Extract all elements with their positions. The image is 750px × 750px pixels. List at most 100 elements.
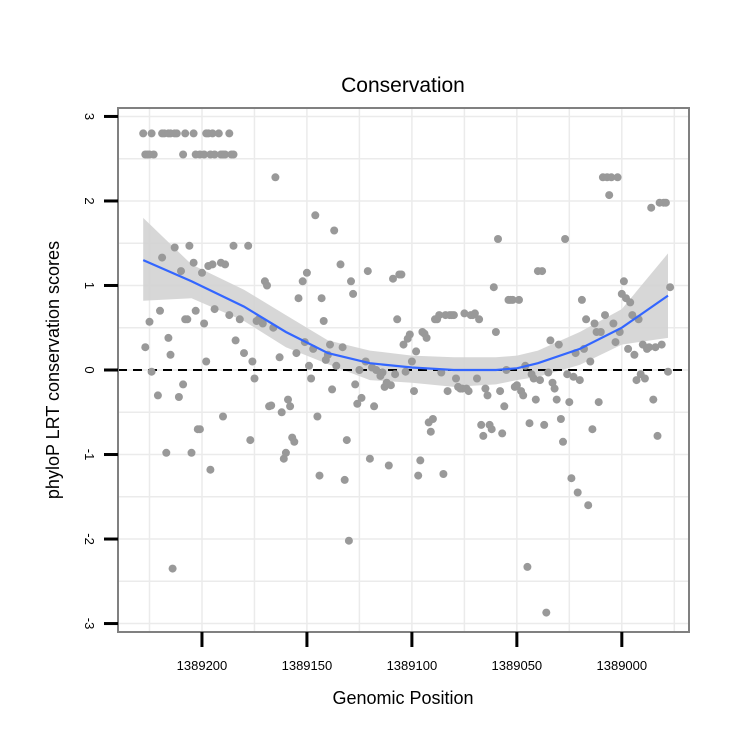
data-point <box>299 277 307 285</box>
data-point <box>595 398 603 406</box>
data-point <box>391 370 399 378</box>
data-point <box>341 476 349 484</box>
data-point <box>647 204 655 212</box>
data-point <box>292 349 300 357</box>
data-point <box>196 425 204 433</box>
data-point <box>475 315 483 323</box>
data-point <box>230 242 238 250</box>
data-point <box>582 315 590 323</box>
data-point <box>490 283 498 291</box>
data-point <box>574 489 582 497</box>
data-point <box>202 358 210 366</box>
data-point <box>206 466 214 474</box>
data-point <box>408 358 416 366</box>
x-axis: 1389200 1389150 1389100 1389050 1389000 <box>177 632 647 673</box>
data-point <box>307 375 315 383</box>
data-point <box>385 462 393 470</box>
data-point <box>141 343 149 351</box>
x-tick-label: 1389100 <box>387 658 438 673</box>
data-point <box>173 129 181 137</box>
data-point <box>177 267 185 275</box>
data-point <box>278 408 286 416</box>
data-point <box>295 294 303 302</box>
y-tick-label: -3 <box>82 618 97 630</box>
y-axis-label: phyloP LRT conservation scores <box>43 241 63 499</box>
data-point <box>498 429 506 437</box>
data-point <box>561 235 569 243</box>
data-point <box>609 320 617 328</box>
data-point <box>567 474 575 482</box>
data-point <box>150 151 158 159</box>
data-point <box>565 398 573 406</box>
data-point <box>320 317 328 325</box>
data-point <box>225 311 233 319</box>
data-point <box>347 277 355 285</box>
data-point <box>219 413 227 421</box>
data-point <box>221 260 229 268</box>
data-point <box>630 351 638 359</box>
data-point <box>358 394 366 402</box>
data-point <box>370 402 378 410</box>
data-point <box>557 415 565 423</box>
data-point <box>179 151 187 159</box>
data-point <box>330 227 338 235</box>
data-point <box>559 438 567 446</box>
data-point <box>427 428 435 436</box>
data-point <box>477 421 485 429</box>
data-point <box>148 368 156 376</box>
data-point <box>410 387 418 395</box>
data-point <box>188 449 196 457</box>
x-tick-label: 1389000 <box>597 658 648 673</box>
data-point <box>225 129 233 137</box>
data-point <box>412 347 420 355</box>
data-point <box>215 129 223 137</box>
data-point <box>175 393 183 401</box>
data-point <box>154 391 162 399</box>
data-point <box>349 290 357 298</box>
data-point <box>263 282 271 290</box>
data-point <box>387 381 395 389</box>
data-point <box>343 436 351 444</box>
data-point <box>658 341 666 349</box>
data-point <box>649 396 657 404</box>
y-axis: -3-2-10123 <box>82 113 118 629</box>
data-point <box>240 349 248 357</box>
data-point <box>523 563 531 571</box>
data-point <box>316 472 324 480</box>
data-point <box>393 315 401 323</box>
data-point <box>591 320 599 328</box>
data-point <box>311 211 319 219</box>
data-point <box>578 296 586 304</box>
data-point <box>488 425 496 433</box>
data-point <box>158 254 166 262</box>
data-point <box>305 362 313 370</box>
data-point <box>494 235 502 243</box>
data-point <box>282 449 290 457</box>
data-point <box>246 436 254 444</box>
data-point <box>444 387 452 395</box>
data-point <box>624 345 632 353</box>
data-point <box>612 338 620 346</box>
data-point <box>286 402 294 410</box>
data-point <box>351 380 359 388</box>
data-point <box>198 269 206 277</box>
data-point <box>328 385 336 393</box>
data-point <box>526 419 534 427</box>
x-tick-label: 1389200 <box>177 658 228 673</box>
data-point <box>397 271 405 279</box>
data-point <box>139 129 147 137</box>
data-point <box>601 311 609 319</box>
data-point <box>586 358 594 366</box>
data-point <box>183 315 191 323</box>
data-point <box>429 415 437 423</box>
data-point <box>366 455 374 463</box>
data-point <box>423 334 431 342</box>
data-point <box>641 375 649 383</box>
data-point <box>146 318 154 326</box>
data-point <box>164 334 172 342</box>
y-tick-label: 2 <box>82 197 97 204</box>
x-tick-label: 1389050 <box>492 658 543 673</box>
data-point <box>597 328 605 336</box>
data-point <box>553 396 561 404</box>
data-point <box>588 425 596 433</box>
